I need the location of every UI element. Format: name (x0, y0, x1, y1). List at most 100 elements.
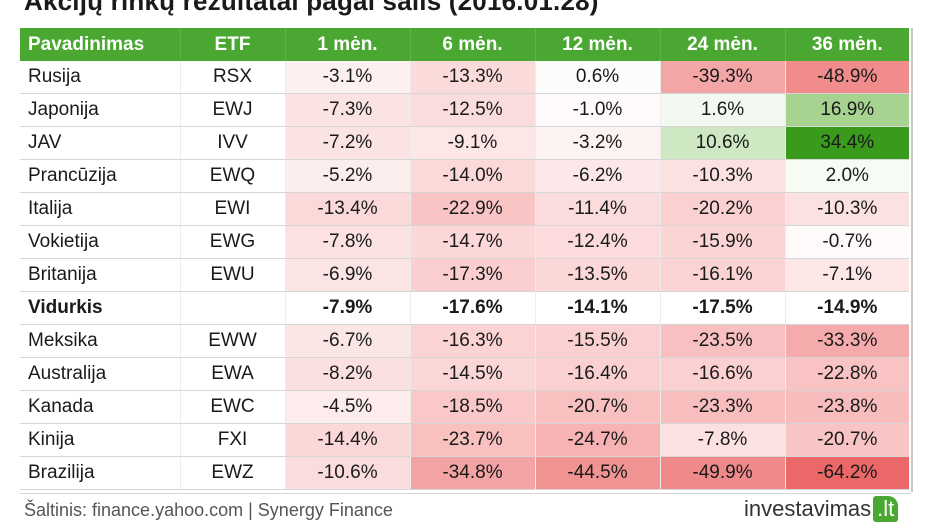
table-row: Japonija EWJ -7.3% -12.5% -1.0% 1.6% 16.9% (20, 93, 909, 127)
results-table: Pavadinimas ETF 1 mėn. 6 mėn. 12 mėn. 24… (20, 28, 909, 490)
return-cell: -20.7% (534, 390, 660, 424)
country-name: Kanada (20, 390, 180, 424)
table-row: Rusija RSX -3.1% -13.3% 0.6% -39.3% -48.9% (20, 61, 909, 94)
country-name: JAV (20, 126, 180, 160)
header-6m: 6 mėn. (409, 28, 535, 61)
return-cell: -7.1% (784, 258, 909, 292)
etf-ticker: FXI (179, 423, 285, 457)
return-cell: -14.9% (784, 291, 909, 325)
return-cell: -16.6% (659, 357, 785, 391)
return-cell: -5.2% (284, 159, 410, 193)
return-cell: -22.8% (784, 357, 909, 391)
country-name: Italija (20, 192, 180, 226)
return-cell: -8.2% (284, 357, 410, 391)
return-cell: -7.8% (284, 225, 410, 259)
table-row: Kanada EWC -4.5% -18.5% -20.7% -23.3% -23.8% (20, 390, 909, 424)
country-name: Britanija (20, 258, 180, 292)
country-name: Vidurkis (20, 291, 180, 325)
etf-ticker: EWJ (179, 93, 285, 127)
return-cell: -14.7% (409, 225, 535, 259)
table-row: Brazilija EWZ -10.6% -34.8% -44.5% -49.9% -64.… (20, 456, 909, 490)
return-cell: -39.3% (659, 61, 785, 94)
table-row-average: Vidurkis -7.9% -17.6% -14.1% -17.5% -14.9% (20, 291, 909, 325)
header-36m: 36 mėn. (784, 28, 909, 61)
return-cell: 0.6% (534, 61, 660, 94)
return-cell: -14.0% (409, 159, 535, 193)
etf-ticker: EWG (179, 225, 285, 259)
return-cell: -49.9% (659, 456, 785, 490)
table-row: Italija EWI -13.4% -22.9% -11.4% -20.2% -10.3% (20, 192, 909, 226)
country-name: Rusija (20, 61, 180, 94)
return-cell: -9.1% (409, 126, 535, 160)
return-cell: -7.8% (659, 423, 785, 457)
country-name: Vokietija (20, 225, 180, 259)
etf-ticker: IVV (179, 126, 285, 160)
return-cell: -14.5% (409, 357, 535, 391)
return-cell: -7.9% (284, 291, 410, 325)
return-cell: -12.4% (534, 225, 660, 259)
return-cell: -6.2% (534, 159, 660, 193)
return-cell: -44.5% (534, 456, 660, 490)
return-cell: 10.6% (659, 126, 785, 160)
return-cell: -20.2% (659, 192, 785, 226)
return-cell: -1.0% (534, 93, 660, 127)
investavimas-logo: investavimas .lt (744, 496, 899, 522)
table-row: Britanija EWU -6.9% -17.3% -13.5% -16.1% -7.1% (20, 258, 909, 292)
table-row: Vokietija EWG -7.8% -14.7% -12.4% -15.9% -0.7% (20, 225, 909, 259)
return-cell: -17.6% (409, 291, 535, 325)
return-cell: -11.4% (534, 192, 660, 226)
return-cell: -23.7% (409, 423, 535, 457)
return-cell: 2.0% (784, 159, 909, 193)
header-etf: ETF (179, 28, 285, 61)
etf-ticker: EWW (179, 324, 285, 358)
return-cell: -6.9% (284, 258, 410, 292)
return-cell: 1.6% (659, 93, 785, 127)
table-row: Prancūzija EWQ -5.2% -14.0% -6.2% -10.3% 2.0% (20, 159, 909, 193)
return-cell: -22.9% (409, 192, 535, 226)
return-cell: -4.5% (284, 390, 410, 424)
table-row: Kinija FXI -14.4% -23.7% -24.7% -7.8% -20.7% (20, 423, 909, 457)
table-frame (20, 28, 913, 492)
return-cell: -6.7% (284, 324, 410, 358)
return-cell: -23.5% (659, 324, 785, 358)
etf-ticker: EWZ (179, 456, 285, 490)
return-cell: -17.5% (659, 291, 785, 325)
return-cell: -7.3% (284, 93, 410, 127)
return-cell: -16.1% (659, 258, 785, 292)
header-12m: 12 mėn. (534, 28, 660, 61)
country-name: Brazilija (20, 456, 180, 490)
source-note: Šaltinis: finance.yahoo.com | Synergy Fi… (24, 500, 393, 520)
return-cell: -15.5% (534, 324, 660, 358)
return-cell: 34.4% (784, 126, 909, 160)
table-row: JAV IVV -7.2% -9.1% -3.2% 10.6% 34.4% (20, 126, 909, 160)
table-row: Australija EWA -8.2% -14.5% -16.4% -16.6% -22.… (20, 357, 909, 391)
return-cell: -10.6% (284, 456, 410, 490)
return-cell: -23.8% (784, 390, 909, 424)
return-cell: -3.1% (284, 61, 410, 94)
etf-ticker: EWA (179, 357, 285, 391)
page-title: Akcijų rinkų rezultatai pagal šalis (201… (24, 0, 599, 16)
table-header-row: Pavadinimas ETF 1 mėn. 6 mėn. 12 mėn. 24… (20, 28, 909, 61)
return-cell: -24.7% (534, 423, 660, 457)
footer-divider (20, 493, 911, 494)
return-cell: -64.2% (784, 456, 909, 490)
return-cell: -13.5% (534, 258, 660, 292)
country-name: Meksika (20, 324, 180, 358)
return-cell: -23.3% (659, 390, 785, 424)
return-cell: -16.4% (534, 357, 660, 391)
header-24m: 24 mėn. (659, 28, 785, 61)
return-cell: -13.3% (409, 61, 535, 94)
return-cell: -13.4% (284, 192, 410, 226)
country-name: Australija (20, 357, 180, 391)
return-cell: -14.4% (284, 423, 410, 457)
return-cell: -16.3% (409, 324, 535, 358)
return-cell: -18.5% (409, 390, 535, 424)
etf-ticker: EWU (179, 258, 285, 292)
etf-ticker: EWI (179, 192, 285, 226)
return-cell: -12.5% (409, 93, 535, 127)
country-name: Japonija (20, 93, 180, 127)
return-cell: -10.3% (659, 159, 785, 193)
return-cell: -48.9% (784, 61, 909, 94)
country-name: Prancūzija (20, 159, 180, 193)
etf-ticker: EWC (179, 390, 285, 424)
